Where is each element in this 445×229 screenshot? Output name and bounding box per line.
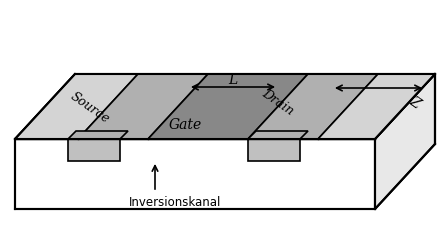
Polygon shape bbox=[68, 139, 120, 161]
Polygon shape bbox=[15, 139, 375, 209]
Polygon shape bbox=[248, 131, 308, 139]
Polygon shape bbox=[68, 131, 128, 139]
Text: Inversionskanal: Inversionskanal bbox=[129, 196, 221, 209]
Polygon shape bbox=[15, 75, 435, 139]
Polygon shape bbox=[318, 75, 435, 139]
Polygon shape bbox=[375, 75, 435, 209]
Polygon shape bbox=[248, 75, 378, 139]
Polygon shape bbox=[78, 75, 208, 139]
Text: Drain: Drain bbox=[260, 86, 296, 117]
Polygon shape bbox=[15, 75, 138, 139]
Text: Source: Source bbox=[68, 90, 112, 125]
Text: Gate: Gate bbox=[168, 117, 202, 131]
Polygon shape bbox=[248, 139, 300, 161]
Text: Z: Z bbox=[407, 93, 423, 110]
Text: L: L bbox=[228, 73, 238, 87]
Polygon shape bbox=[148, 75, 308, 139]
